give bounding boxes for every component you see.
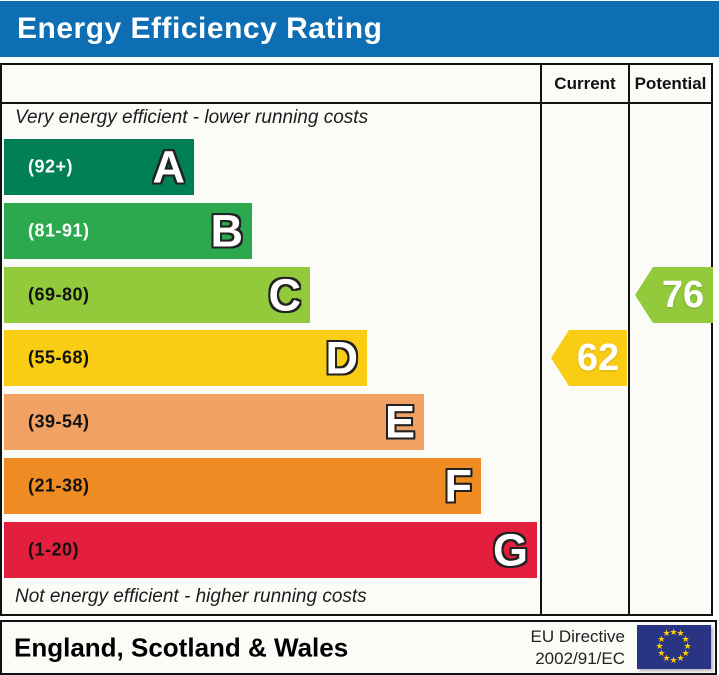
rating-table: Current Potential Very energy efficient … — [0, 63, 713, 616]
band-row-a: (92+) A — [4, 139, 194, 195]
eu-flag-icon: ★ ★ ★ ★ ★ ★ ★ ★ ★ ★ ★ ★ — [637, 625, 711, 669]
potential-arrow-tip-icon — [635, 266, 653, 323]
potential-column-divider — [628, 65, 630, 614]
band-row-d: (55-68) D — [4, 330, 367, 387]
table-header-row — [2, 65, 711, 104]
eu-star-icon: ★ — [676, 628, 685, 639]
page-title: Energy Efficiency Rating — [17, 12, 383, 45]
potential-rating-value: 76 — [661, 273, 705, 316]
eu-star-icon: ★ — [657, 647, 666, 658]
eu-directive-line2: 2002/91/EC — [535, 648, 625, 668]
band-letter: D — [325, 332, 359, 384]
band-row-c: (69-80) C — [4, 266, 310, 323]
footer-region-label: England, Scotland & Wales — [14, 632, 349, 662]
potential-rating-arrow: 76 — [635, 266, 713, 323]
eu-directive-line1: EU Directive — [530, 626, 625, 646]
potential-arrow-body: 76 — [653, 266, 713, 323]
band-letter: C — [268, 269, 302, 321]
title-bar: Energy Efficiency Rating — [0, 1, 719, 57]
caption-not-efficient: Not energy efficient - higher running co… — [15, 586, 367, 607]
eu-star-icon: ★ — [662, 652, 671, 663]
current-arrow-tip-icon — [551, 330, 569, 387]
eu-star-icon: ★ — [681, 633, 690, 644]
eu-star-icon: ★ — [655, 640, 664, 651]
band-row-b: (81-91) B — [4, 202, 252, 259]
potential-column-header: Potential — [634, 73, 707, 93]
band-range-label: (21-38) — [28, 475, 90, 496]
band-letter: E — [384, 396, 415, 448]
band-row-f: (21-38) F — [4, 458, 481, 514]
band-letter: B — [210, 205, 244, 257]
band-row-g: (1-20) G — [4, 521, 537, 578]
band-range-label: (92+) — [28, 156, 74, 177]
eu-star-icon: ★ — [669, 626, 678, 637]
eu-star-icon: ★ — [669, 654, 678, 665]
current-rating-value: 62 — [576, 337, 620, 380]
current-column-divider — [540, 65, 542, 614]
current-arrow-body: 62 — [569, 330, 627, 387]
band-letter: A — [152, 141, 186, 193]
band-range-label: (55-68) — [28, 347, 90, 368]
current-rating-arrow: 62 — [551, 330, 627, 387]
current-column-header: Current — [554, 73, 616, 93]
band-range-label: (1-20) — [28, 539, 80, 560]
eu-directive-label: EU Directive 2002/91/EC — [531, 625, 625, 669]
eu-star-icon: ★ — [662, 628, 671, 639]
band-range-label: (69-80) — [28, 284, 90, 305]
eu-star-icon: ★ — [676, 652, 685, 663]
caption-very-efficient: Very energy efficient - lower running co… — [15, 107, 369, 128]
band-range-label: (81-91) — [28, 220, 90, 241]
band-range-label: (39-54) — [28, 411, 90, 432]
band-letter: G — [492, 524, 528, 576]
band-row-e: (39-54) E — [4, 394, 424, 451]
eu-star-icon: ★ — [657, 633, 666, 644]
band-letter: F — [444, 460, 473, 512]
eu-star-icon: ★ — [681, 647, 690, 658]
footer-bar: England, Scotland & Wales EU Directive 2… — [0, 620, 717, 675]
eu-star-icon: ★ — [683, 640, 692, 651]
